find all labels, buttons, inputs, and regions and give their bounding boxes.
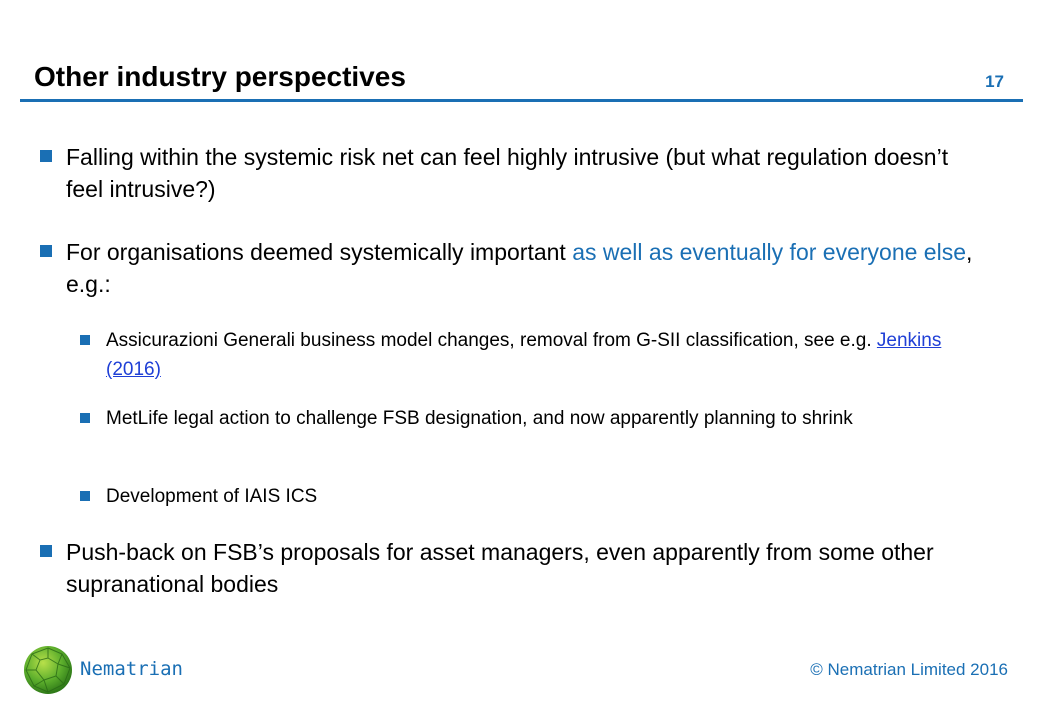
title-divider: [20, 99, 1023, 102]
sub-bullet-text: Assicurazioni Generali business model ch…: [106, 326, 980, 384]
bullet-text-highlight: as well as eventually for everyone else: [572, 239, 966, 265]
green-polyhedron-icon: [24, 646, 72, 694]
footer-copyright: © Nematrian Limited 2016: [810, 660, 1008, 679]
square-bullet-icon: [40, 545, 52, 557]
square-bullet-icon: [80, 335, 90, 345]
bullet-text-plain: For organisations deemed systemically im…: [66, 239, 573, 265]
square-bullet-icon: [80, 413, 90, 423]
square-bullet-icon: [40, 245, 52, 257]
sub-bullet-text: MetLife legal action to challenge FSB de…: [106, 408, 853, 429]
jenkins-2016-link[interactable]: Jenkins (2016): [106, 330, 942, 380]
slide-number: 17: [985, 72, 1004, 91]
square-bullet-icon: [40, 150, 52, 162]
slide-title: Other industry perspectives: [34, 61, 406, 92]
sub-bullet-item: MetLife legal action to challenge FSB de…: [80, 404, 980, 433]
bullet-text-plain: , e.g.:: [66, 239, 973, 297]
bullet-text: For organisations deemed systemically im…: [66, 236, 980, 300]
sub-bullet-text-plain: Assicurazioni Generali business model ch…: [106, 330, 877, 351]
sub-bullet-item: Development of IAIS ICS: [80, 482, 980, 511]
sub-bullet-item: Assicurazioni Generali business model ch…: [80, 326, 980, 384]
bullet-item: Push-back on FSB’s proposals for asset m…: [40, 536, 980, 600]
bullet-text: Push-back on FSB’s proposals for asset m…: [66, 539, 934, 597]
bullet-item: For organisations deemed systemically im…: [40, 236, 980, 300]
footer-brand: Nematrian: [80, 658, 183, 680]
sub-bullet-text: Development of IAIS ICS: [106, 486, 318, 507]
bullet-item: Falling within the systemic risk net can…: [40, 141, 980, 205]
bullet-text: Falling within the systemic risk net can…: [66, 144, 949, 202]
square-bullet-icon: [80, 491, 90, 501]
